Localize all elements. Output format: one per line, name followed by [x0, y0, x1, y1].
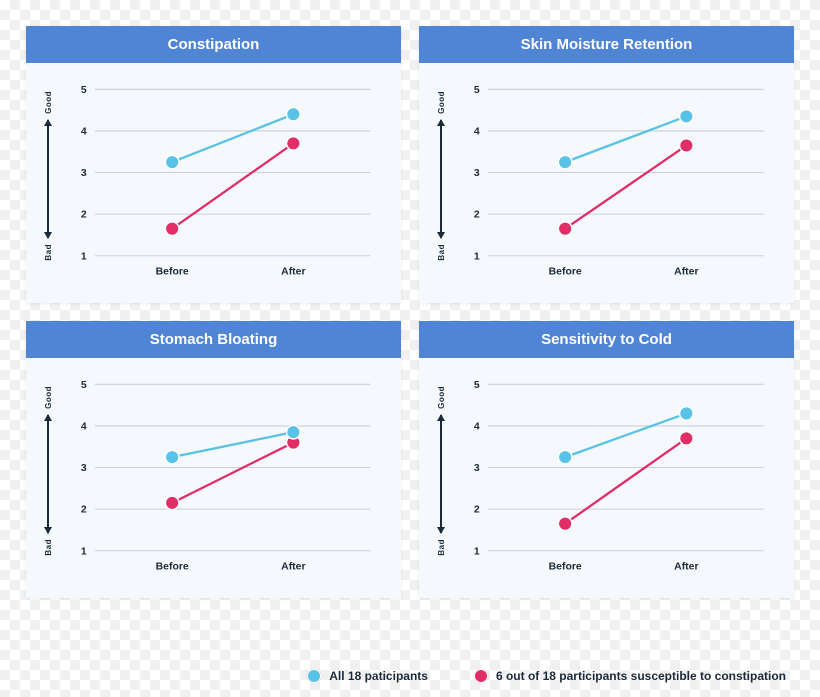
- legend: All 18 paticipants 6 out of 18 participa…: [307, 669, 786, 683]
- ytick-label: 3: [474, 463, 480, 474]
- series-line-all: [172, 432, 293, 457]
- ytick-label: 4: [81, 127, 87, 138]
- series-line-sub: [172, 443, 293, 503]
- xtick-label: After: [281, 561, 305, 572]
- ytick-label: 2: [474, 210, 480, 221]
- marker-sub: [680, 139, 694, 153]
- yaxis-arrow-icon: [47, 120, 48, 238]
- yaxis-good-bad: Good Bad: [427, 386, 455, 556]
- plot-svg: 1 2 3 4 5 Before After: [463, 376, 776, 584]
- yaxis-arrow-icon: [440, 415, 441, 533]
- marker-all: [680, 110, 694, 124]
- yaxis-good-label: Good: [44, 91, 53, 114]
- plot-svg: 1 2 3 4 5 Before After: [70, 81, 383, 289]
- legend-label-all: All 18 paticipants: [329, 669, 428, 683]
- ytick-label: 3: [81, 168, 87, 179]
- ytick-label: 4: [474, 422, 480, 433]
- yaxis-bad-label: Bad: [437, 244, 446, 261]
- series-line-all: [565, 116, 686, 162]
- marker-all: [558, 450, 572, 464]
- panel-title: Constipation: [26, 26, 401, 63]
- xtick-label: Before: [156, 266, 189, 277]
- legend-dot-all: [307, 669, 321, 683]
- panel-title: Stomach Bloating: [26, 321, 401, 358]
- plot-svg: 1 2 3 4 5 Before After: [70, 376, 383, 584]
- ytick-label: 5: [81, 380, 87, 391]
- chart-grid: ConstipationGoodBad12345BeforeAfterSkin …: [0, 0, 820, 606]
- legend-dot-sub: [474, 669, 488, 683]
- legend-item-sub: 6 out of 18 participants susceptible to …: [474, 669, 786, 683]
- yaxis-bad-label: Bad: [44, 539, 53, 556]
- xtick-label: After: [674, 266, 698, 277]
- marker-sub: [287, 137, 301, 151]
- marker-all: [287, 108, 301, 122]
- yaxis-arrow-icon: [47, 415, 48, 533]
- yaxis-good-bad: Good Bad: [34, 386, 62, 556]
- marker-sub: [680, 432, 694, 446]
- ytick-label: 5: [474, 380, 480, 391]
- marker-sub: [558, 222, 572, 236]
- marker-all: [558, 155, 572, 169]
- panel-2: Stomach Bloating Good Bad 1 2 3 4 5 Before After: [26, 321, 401, 598]
- panel-3: Sensitivity to Cold Good Bad 1 2 3 4 5 Before Aft…: [419, 321, 794, 598]
- marker-sub: [558, 517, 572, 531]
- marker-all: [680, 407, 694, 421]
- legend-label-sub: 6 out of 18 participants susceptible to …: [496, 669, 786, 683]
- series-line-sub: [172, 143, 293, 228]
- marker-sub: [165, 222, 179, 236]
- legend-item-all: All 18 paticipants: [307, 669, 428, 683]
- yaxis-good-bad: Good Bad: [34, 91, 62, 261]
- ytick-label: 4: [474, 127, 480, 138]
- xtick-label: Before: [549, 561, 582, 572]
- panel-0: Constipation Good Bad 1 2 3 4 5 Before After: [26, 26, 401, 303]
- ytick-label: 3: [474, 168, 480, 179]
- yaxis-bad-label: Bad: [44, 244, 53, 261]
- ytick-label: 1: [81, 251, 87, 262]
- xtick-label: After: [674, 561, 698, 572]
- ytick-label: 2: [81, 210, 87, 221]
- yaxis-good-label: Good: [44, 386, 53, 409]
- xtick-label: After: [281, 266, 305, 277]
- marker-sub: [165, 496, 179, 510]
- series-line-sub: [565, 145, 686, 228]
- yaxis-good-bad: Good Bad: [427, 91, 455, 261]
- ytick-label: 1: [81, 546, 87, 557]
- panel-title: Skin Moisture Retention: [419, 26, 794, 63]
- plot-svg: 1 2 3 4 5 Before After: [463, 81, 776, 289]
- ytick-label: 3: [81, 463, 87, 474]
- marker-all: [287, 425, 301, 439]
- chart-area: Good Bad 1 2 3 4 5 Before After: [419, 358, 794, 598]
- xtick-label: Before: [549, 266, 582, 277]
- ytick-label: 2: [81, 505, 87, 516]
- yaxis-arrow-icon: [440, 120, 441, 238]
- ytick-label: 5: [81, 85, 87, 96]
- yaxis-good-label: Good: [437, 91, 446, 114]
- yaxis-bad-label: Bad: [437, 539, 446, 556]
- yaxis-good-label: Good: [437, 386, 446, 409]
- marker-all: [165, 450, 179, 464]
- panel-title: Sensitivity to Cold: [419, 321, 794, 358]
- ytick-label: 1: [474, 251, 480, 262]
- panel-1: Skin Moisture Retention Good Bad 1 2 3 4 5 Befor…: [419, 26, 794, 303]
- ytick-label: 1: [474, 546, 480, 557]
- ytick-label: 2: [474, 505, 480, 516]
- chart-area: Good Bad 1 2 3 4 5 Before After: [26, 358, 401, 598]
- xtick-label: Before: [156, 561, 189, 572]
- marker-all: [165, 155, 179, 169]
- chart-area: Good Bad 1 2 3 4 5 Before After: [26, 63, 401, 303]
- ytick-label: 5: [474, 85, 480, 96]
- chart-area: Good Bad 1 2 3 4 5 Before After: [419, 63, 794, 303]
- ytick-label: 4: [81, 422, 87, 433]
